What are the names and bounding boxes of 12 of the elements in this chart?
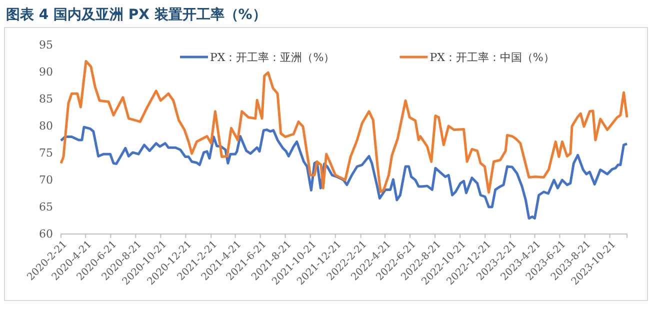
legend-label: PX：开工率：中国（%）	[430, 51, 554, 64]
y-tick-label: 95	[39, 38, 53, 52]
line-series	[60, 126, 628, 220]
y-tick-label: 75	[39, 146, 53, 160]
y-tick-label: 90	[39, 66, 53, 79]
y-tick-label: 70	[39, 174, 53, 187]
y-tick-label: 80	[39, 120, 53, 133]
y-tick-label: 85	[39, 92, 53, 106]
y-tick-label: 65	[39, 200, 53, 214]
chart-title: 图表 4 国内及亚洲 PX 装置开工率（%）	[6, 6, 266, 23]
y-tick-label: 60	[39, 228, 53, 241]
legend-label: PX：开工率：亚洲（%）	[210, 51, 335, 64]
